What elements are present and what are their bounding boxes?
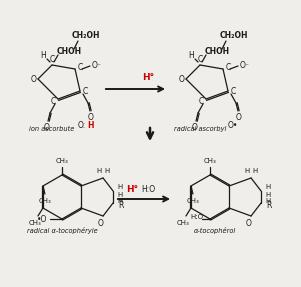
Text: O: O <box>88 113 94 121</box>
Text: CHOH: CHOH <box>56 46 82 55</box>
Text: CH₂OH: CH₂OH <box>72 30 100 40</box>
Text: ion ascorbute: ion ascorbute <box>29 126 75 132</box>
Text: H: H <box>104 168 110 174</box>
Text: radical ascorbyl: radical ascorbyl <box>174 126 226 132</box>
Text: CH₃: CH₃ <box>56 158 68 164</box>
Text: O•: O• <box>228 121 238 131</box>
Text: H:O: H:O <box>191 214 203 220</box>
Text: H: H <box>265 192 271 198</box>
Text: R: R <box>266 201 272 210</box>
Text: C: C <box>198 96 203 106</box>
Text: H: H <box>40 51 46 61</box>
Text: C: C <box>77 63 83 71</box>
Text: C: C <box>197 55 203 65</box>
Text: CH₃: CH₃ <box>39 198 51 204</box>
Text: H: H <box>117 198 123 204</box>
Text: H: H <box>265 198 271 204</box>
Text: H°: H° <box>126 185 138 193</box>
Text: H: H <box>88 121 94 131</box>
Text: CH₂OH: CH₂OH <box>220 30 248 40</box>
Text: CH₃: CH₃ <box>187 198 199 204</box>
Text: H: H <box>253 168 258 174</box>
Text: H°: H° <box>142 73 154 82</box>
Text: H: H <box>188 51 194 61</box>
Text: O: O <box>192 123 198 131</box>
Text: α-tocophérol: α-tocophérol <box>194 228 236 234</box>
Text: C: C <box>82 86 88 96</box>
Text: O: O <box>246 218 252 228</box>
Text: O: O <box>236 113 242 121</box>
Text: R: R <box>118 201 124 210</box>
Text: H: H <box>117 192 123 198</box>
Text: O⁻: O⁻ <box>240 61 250 69</box>
Text: radical α-tocophéryle: radical α-tocophéryle <box>26 228 98 234</box>
Text: •O: •O <box>37 214 47 224</box>
Text: O: O <box>31 75 37 84</box>
Text: O: O <box>98 218 104 228</box>
Text: H: H <box>96 168 102 174</box>
Text: CHOH: CHOH <box>204 46 230 55</box>
Text: H: H <box>117 184 123 190</box>
Text: O: O <box>179 75 185 84</box>
Text: O: O <box>44 123 50 131</box>
Text: H:O: H:O <box>141 185 155 193</box>
Text: O⁻: O⁻ <box>92 61 102 69</box>
Text: C: C <box>49 55 54 65</box>
Text: CH₃: CH₃ <box>29 220 41 226</box>
Text: C: C <box>50 96 56 106</box>
Text: CH₃: CH₃ <box>177 220 189 226</box>
Text: H: H <box>265 184 271 190</box>
Text: H: H <box>244 168 250 174</box>
Text: O:: O: <box>78 121 86 131</box>
Text: CH₃: CH₃ <box>203 158 216 164</box>
Text: C: C <box>230 86 236 96</box>
Text: C: C <box>225 63 231 71</box>
